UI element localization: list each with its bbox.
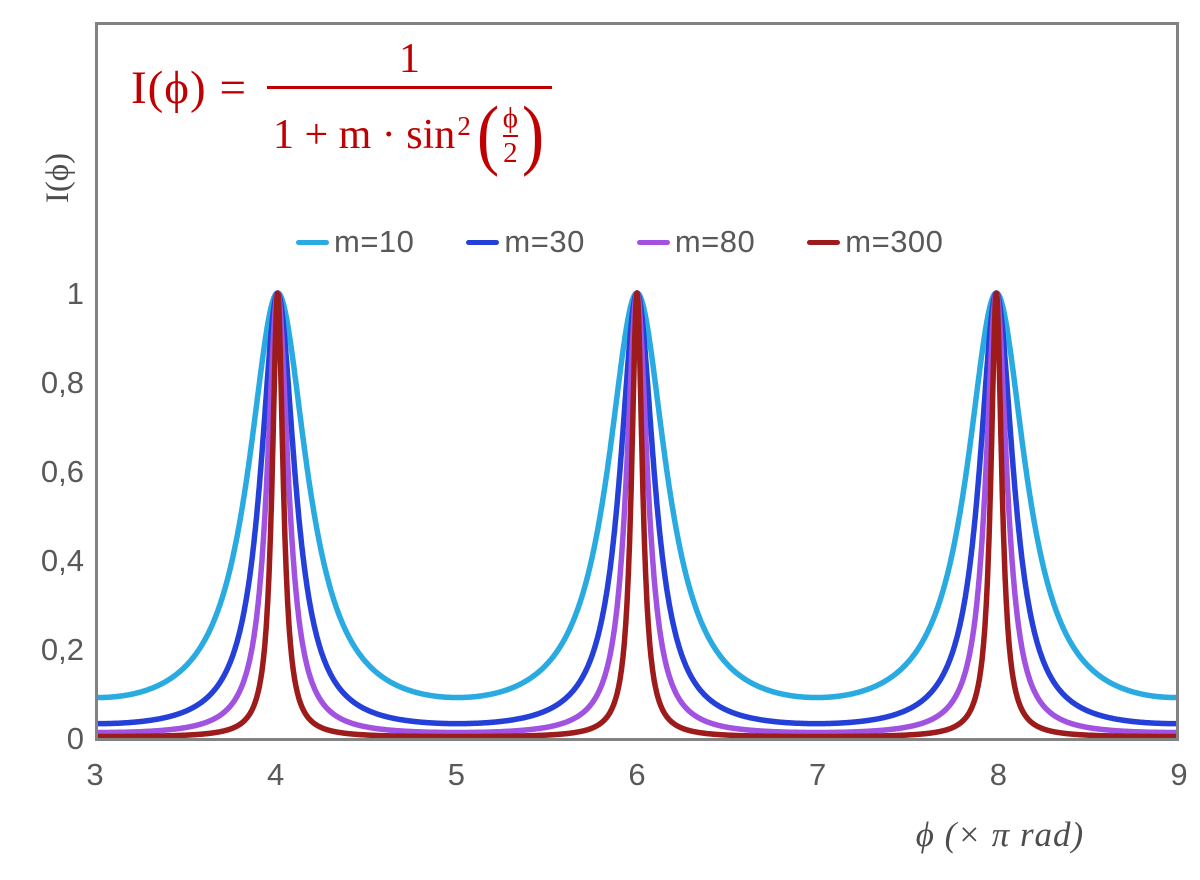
legend-item-m30: m=30: [466, 224, 584, 260]
inner-numerator: ϕ: [502, 102, 519, 134]
open-paren: (: [476, 90, 499, 177]
x-tick-label-8: 8: [989, 757, 1007, 792]
x-tick-label-9: 9: [1170, 757, 1188, 792]
y-tick-label-0,8: 0,8: [40, 365, 84, 400]
formula: I(ϕ) = 1 1 + m · sin 2 ( ϕ 2 ): [131, 34, 553, 173]
legend-label: m=30: [504, 224, 585, 259]
legend-label: m=80: [674, 224, 756, 259]
legend: m=10 m=30 m=80 m=300: [296, 224, 943, 260]
x-axis-title: ϕ (× π rad): [915, 815, 1085, 854]
y-tick-label-1: 1: [66, 276, 84, 311]
formula-numerator: 1: [399, 36, 420, 82]
denominator-text: 1 + m · sin: [272, 112, 456, 158]
curve-m300: [98, 290, 1176, 738]
plot-area: [95, 22, 1179, 741]
legend-item-m10: m=10: [296, 224, 414, 260]
x-tick-label-3: 3: [86, 757, 104, 792]
inner-fraction: ϕ 2: [502, 102, 519, 169]
x-tick-label-4: 4: [267, 757, 285, 792]
fraction-bar: [266, 86, 553, 89]
sin-exponent: 2: [457, 110, 471, 141]
x-tick-label-7: 7: [809, 757, 827, 792]
x-tick-label-6: 6: [628, 757, 646, 792]
inner-fraction-bar: [502, 135, 519, 137]
y-axis-title: I(ϕ): [39, 152, 76, 204]
y-tick-label-0,4: 0,4: [40, 543, 84, 578]
formula-lhs: I(ϕ) =: [131, 62, 247, 114]
y-tick-label-0,2: 0,2: [40, 632, 84, 667]
x-tick-label-5: 5: [447, 757, 465, 792]
legend-swatch-m300: [807, 239, 841, 245]
curve-m80: [98, 290, 1176, 736]
legend-label: m=10: [334, 224, 415, 259]
y-tick-label-0: 0: [66, 721, 84, 756]
curves-canvas: [98, 290, 1176, 738]
formula-fraction: 1 1 + m · sin 2 ( ϕ 2 ): [266, 34, 553, 173]
legend-swatch-m10: [296, 239, 329, 245]
legend-item-m80: m=80: [636, 224, 756, 260]
legend-swatch-m30: [466, 239, 500, 245]
formula-denominator: 1 + m · sin 2 ( ϕ 2 ): [267, 89, 552, 173]
legend-swatch-m80: [636, 239, 670, 245]
close-paren: ): [522, 90, 545, 177]
y-tick-label-0,6: 0,6: [40, 454, 84, 489]
legend-label: m=300: [845, 224, 944, 259]
inner-denominator: 2: [503, 137, 518, 169]
legend-item-m300: m=300: [807, 224, 943, 260]
